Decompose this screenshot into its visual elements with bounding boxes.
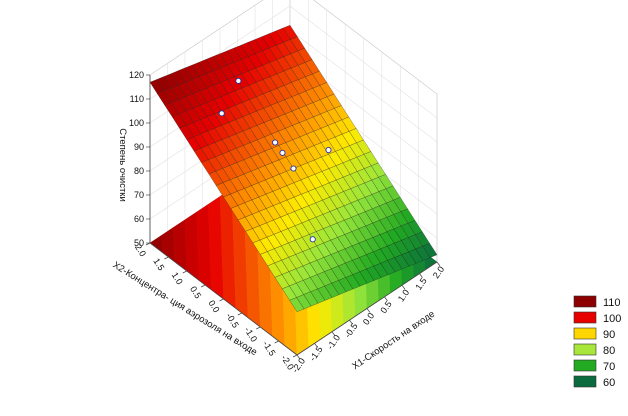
x2-tick-label: 0.0: [206, 298, 221, 314]
x1-tick-mark: [314, 343, 318, 348]
legend-swatch: [573, 359, 597, 372]
x2-tick-mark: [200, 284, 206, 288]
z-tick-label: 80: [134, 166, 144, 176]
legend-label: 80: [603, 345, 615, 357]
legend-label: 110: [603, 297, 621, 309]
x1-tick-label: 0.5: [378, 299, 393, 315]
x2-tick-label: -0.5: [224, 311, 241, 329]
observed-point: [290, 165, 297, 172]
legend-label: 100: [603, 313, 621, 325]
observed-point: [218, 110, 225, 117]
z-tick-label: 100: [129, 118, 144, 128]
x1-tick-mark: [436, 261, 441, 267]
legend-swatch: [573, 343, 597, 356]
legend-swatch: [573, 327, 597, 340]
x1-tick-label: -1.0: [325, 333, 342, 351]
x1-tick-mark: [401, 285, 406, 290]
x2-tick-mark: [182, 270, 187, 274]
x1-tick-mark: [366, 308, 371, 313]
x1-tick-mark: [331, 331, 336, 336]
legend-swatch: [573, 375, 597, 388]
x1-tick-mark: [384, 296, 388, 302]
x1-tick-label: -1.5: [307, 344, 324, 362]
x1-tick-label: 2.0: [431, 264, 446, 280]
x1-tick-mark: [296, 354, 301, 360]
legend-swatch: [573, 311, 597, 324]
x2-tick-mark: [145, 242, 151, 246]
x2-tick-label: -1.5: [261, 339, 278, 357]
x2-tick-mark: [164, 256, 169, 260]
x2-tick-mark: [237, 312, 243, 316]
z-tick-label: 120: [129, 70, 144, 80]
z-axis-title: Степень очистки: [117, 128, 128, 202]
x2-tick-label: 1.0: [170, 270, 185, 286]
x2-tick-mark: [292, 354, 298, 358]
x1-tick-label: 1.0: [396, 288, 411, 304]
x2-tick-mark: [219, 298, 224, 302]
x2-tick-mark: [256, 326, 261, 330]
z-tick-label: 60: [134, 214, 144, 224]
x1-tick-label: 0.0: [361, 311, 376, 327]
z-tick-label: 70: [134, 190, 144, 200]
observed-point: [309, 236, 316, 243]
legend-label: 60: [603, 377, 615, 389]
z-gridline: [149, 0, 438, 95]
x2-tick-label: 0.5: [188, 284, 203, 300]
floor-contour-band: [173, 219, 188, 272]
observed-point: [235, 77, 242, 84]
x2-tick-mark: [274, 340, 279, 344]
x1-tick-label: -0.5: [342, 321, 359, 339]
observed-point: [279, 149, 286, 156]
x1-tick-mark: [349, 319, 353, 325]
z-tick-label: 110: [130, 94, 144, 104]
x2-tick-label: 1.5: [151, 256, 166, 272]
x1-tick-label: 1.5: [413, 276, 428, 292]
z-tick-label: 90: [134, 142, 144, 152]
z-tick-label: 50: [134, 238, 144, 248]
legend-label: 90: [603, 329, 615, 341]
x1-tick-mark: [419, 273, 423, 278]
legend-swatch: [573, 295, 597, 308]
observed-point: [272, 139, 279, 146]
observed-point: [325, 146, 332, 154]
legend-label: 70: [603, 361, 615, 373]
surface-cell: [289, 297, 305, 313]
